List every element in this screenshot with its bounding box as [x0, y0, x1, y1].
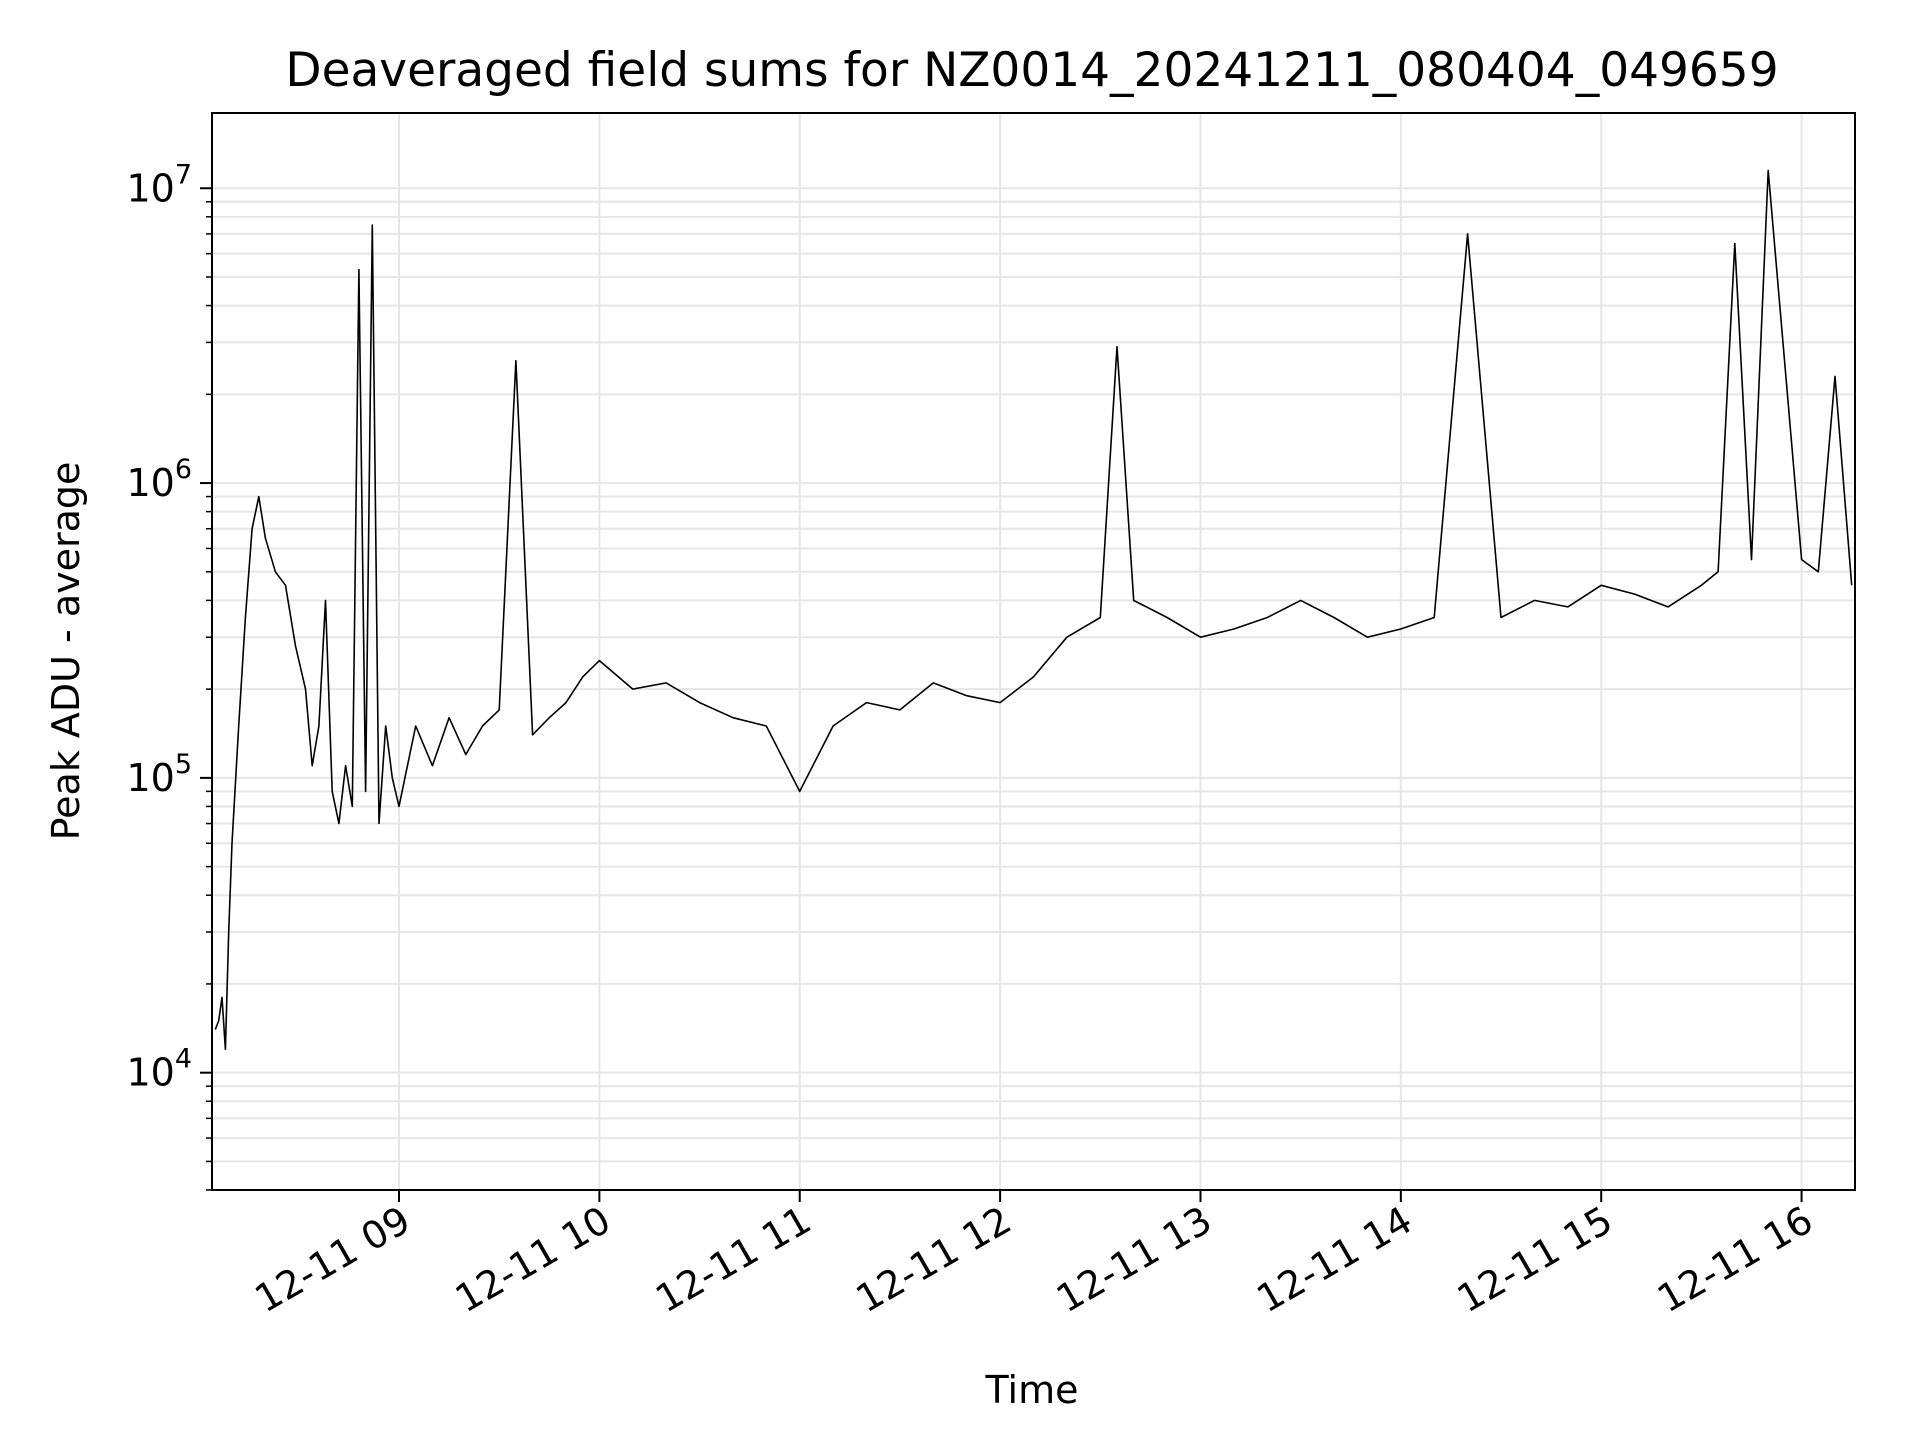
plot-frame: [211, 112, 1856, 1191]
y-tick-label: 106: [126, 454, 192, 505]
data-series-line: [214, 169, 1853, 1051]
y-tick-label: 105: [126, 749, 192, 800]
y-axis-ticks: 104 105 106 107: [126, 159, 212, 1191]
y-tick-label: 107: [126, 159, 192, 210]
y-tick-label: 104: [126, 1044, 192, 1095]
chart-title: Deaveraged field sums for NZ0014_2024121…: [285, 43, 1778, 98]
y-axis-label: Peak ADU - average: [44, 462, 88, 841]
x-axis-label: Time: [985, 1368, 1079, 1412]
series-layer: [214, 169, 1853, 1051]
